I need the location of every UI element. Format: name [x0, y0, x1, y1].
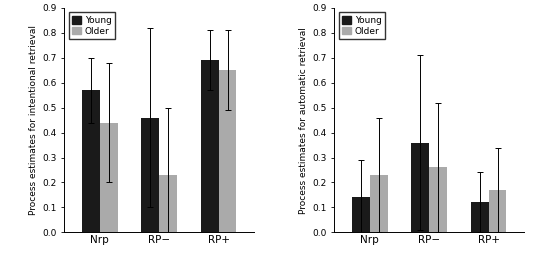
Bar — [219, 70, 236, 232]
Bar — [411, 143, 429, 232]
Y-axis label: Process estimates for automatic retrieval: Process estimates for automatic retrieva… — [299, 27, 308, 214]
Bar — [82, 90, 100, 232]
Bar — [352, 197, 370, 232]
Bar — [201, 60, 219, 232]
Bar — [100, 122, 118, 232]
Bar — [429, 167, 447, 232]
Bar — [370, 175, 388, 232]
Legend: Young, Older: Young, Older — [68, 12, 116, 39]
Bar — [471, 202, 488, 232]
Y-axis label: Process estimates for intentional retrieval: Process estimates for intentional retrie… — [29, 25, 38, 215]
Legend: Young, Older: Young, Older — [339, 12, 385, 39]
Bar — [159, 175, 177, 232]
Bar — [141, 118, 159, 232]
Bar — [488, 190, 507, 232]
